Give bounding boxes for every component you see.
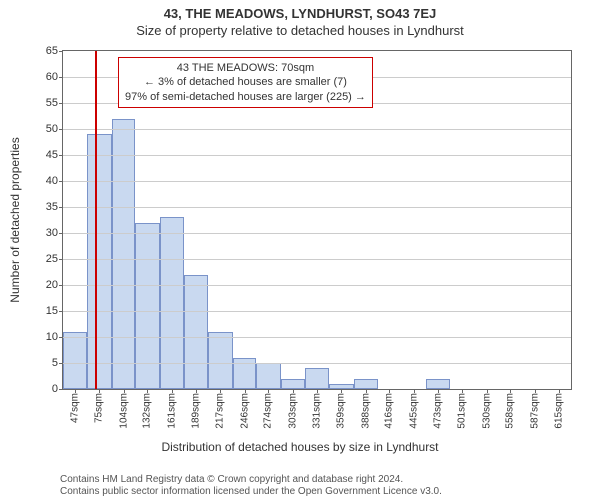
x-tick-label: 303sqm — [288, 393, 299, 429]
x-tick-label: 274sqm — [263, 393, 274, 429]
gridline — [63, 207, 571, 208]
annotation-box: 43 THE MEADOWS: 70sqm ← 3% of detached h… — [118, 57, 373, 108]
y-tick-label: 55 — [46, 97, 58, 109]
histogram-plot: 05101520253035404550556065 47sqm75sqm104… — [62, 50, 572, 390]
x-tick-label: 217sqm — [214, 393, 225, 429]
y-tick-label: 15 — [46, 305, 58, 317]
x-tick-label: 558sqm — [505, 393, 516, 429]
gridline — [63, 337, 571, 338]
x-tick-label: 473sqm — [433, 393, 444, 429]
x-tick-label: 246sqm — [239, 393, 250, 429]
histogram-bar — [63, 332, 87, 389]
y-tick-label: 10 — [46, 331, 58, 343]
x-tick-label: 388sqm — [360, 393, 371, 429]
x-tick-label: 47sqm — [69, 393, 80, 423]
x-tick-label: 530sqm — [481, 393, 492, 429]
y-tick-label: 35 — [46, 201, 58, 213]
histogram-bar — [426, 379, 450, 389]
footer-attribution: Contains HM Land Registry data © Crown c… — [0, 474, 600, 498]
histogram-bar — [281, 379, 305, 389]
y-tick-label: 65 — [46, 45, 58, 57]
histogram-bar — [87, 134, 112, 389]
x-tick-label: 615sqm — [554, 393, 565, 429]
footer-line2: Contains public sector information licen… — [60, 486, 592, 498]
x-tick-label: 132sqm — [142, 393, 153, 429]
annotation-line1: 43 THE MEADOWS: 70sqm — [125, 61, 366, 75]
histogram-bar — [112, 119, 136, 389]
y-tick-label: 60 — [46, 71, 58, 83]
histogram-bar — [208, 332, 233, 389]
y-tick-label: 40 — [46, 175, 58, 187]
gridline — [63, 259, 571, 260]
y-tick-label: 30 — [46, 227, 58, 239]
histogram-bar — [354, 379, 378, 389]
x-tick-label: 359sqm — [335, 393, 346, 429]
y-axis-label: Number of detached properties — [8, 137, 22, 302]
y-tick-label: 0 — [52, 383, 58, 395]
x-tick-label: 501sqm — [456, 393, 467, 429]
gridline — [63, 181, 571, 182]
gridline — [63, 311, 571, 312]
annotation-line3: 97% of semi-detached houses are larger (… — [125, 90, 366, 104]
y-tick-label: 25 — [46, 253, 58, 265]
x-tick-label: 445sqm — [409, 393, 420, 429]
x-tick-label: 416sqm — [384, 393, 395, 429]
histogram-bar — [135, 223, 160, 389]
x-tick-label: 587sqm — [530, 393, 541, 429]
histogram-bar — [305, 368, 329, 389]
y-tick-label: 45 — [46, 149, 58, 161]
x-tick-label: 75sqm — [93, 393, 104, 423]
x-axis-label: Distribution of detached houses by size … — [0, 440, 600, 454]
footer-line1: Contains HM Land Registry data © Crown c… — [60, 474, 592, 486]
y-tick-label: 20 — [46, 279, 58, 291]
x-tick-label: 104sqm — [118, 393, 129, 429]
annotation-line2: ← 3% of detached houses are smaller (7) — [125, 75, 366, 89]
gridline — [63, 233, 571, 234]
page-subtitle: Size of property relative to detached ho… — [0, 21, 600, 42]
gridline — [63, 285, 571, 286]
page-title: 43, THE MEADOWS, LYNDHURST, SO43 7EJ — [0, 0, 600, 21]
x-tick-label: 331sqm — [312, 393, 323, 429]
property-marker-line — [95, 51, 97, 389]
histogram-bar — [256, 363, 281, 389]
gridline — [63, 363, 571, 364]
x-tick-label: 161sqm — [167, 393, 178, 429]
histogram-bar — [184, 275, 208, 389]
y-tick-label: 50 — [46, 123, 58, 135]
gridline — [63, 155, 571, 156]
gridline — [63, 129, 571, 130]
y-tick-label: 5 — [52, 357, 58, 369]
x-tick-label: 189sqm — [190, 393, 201, 429]
